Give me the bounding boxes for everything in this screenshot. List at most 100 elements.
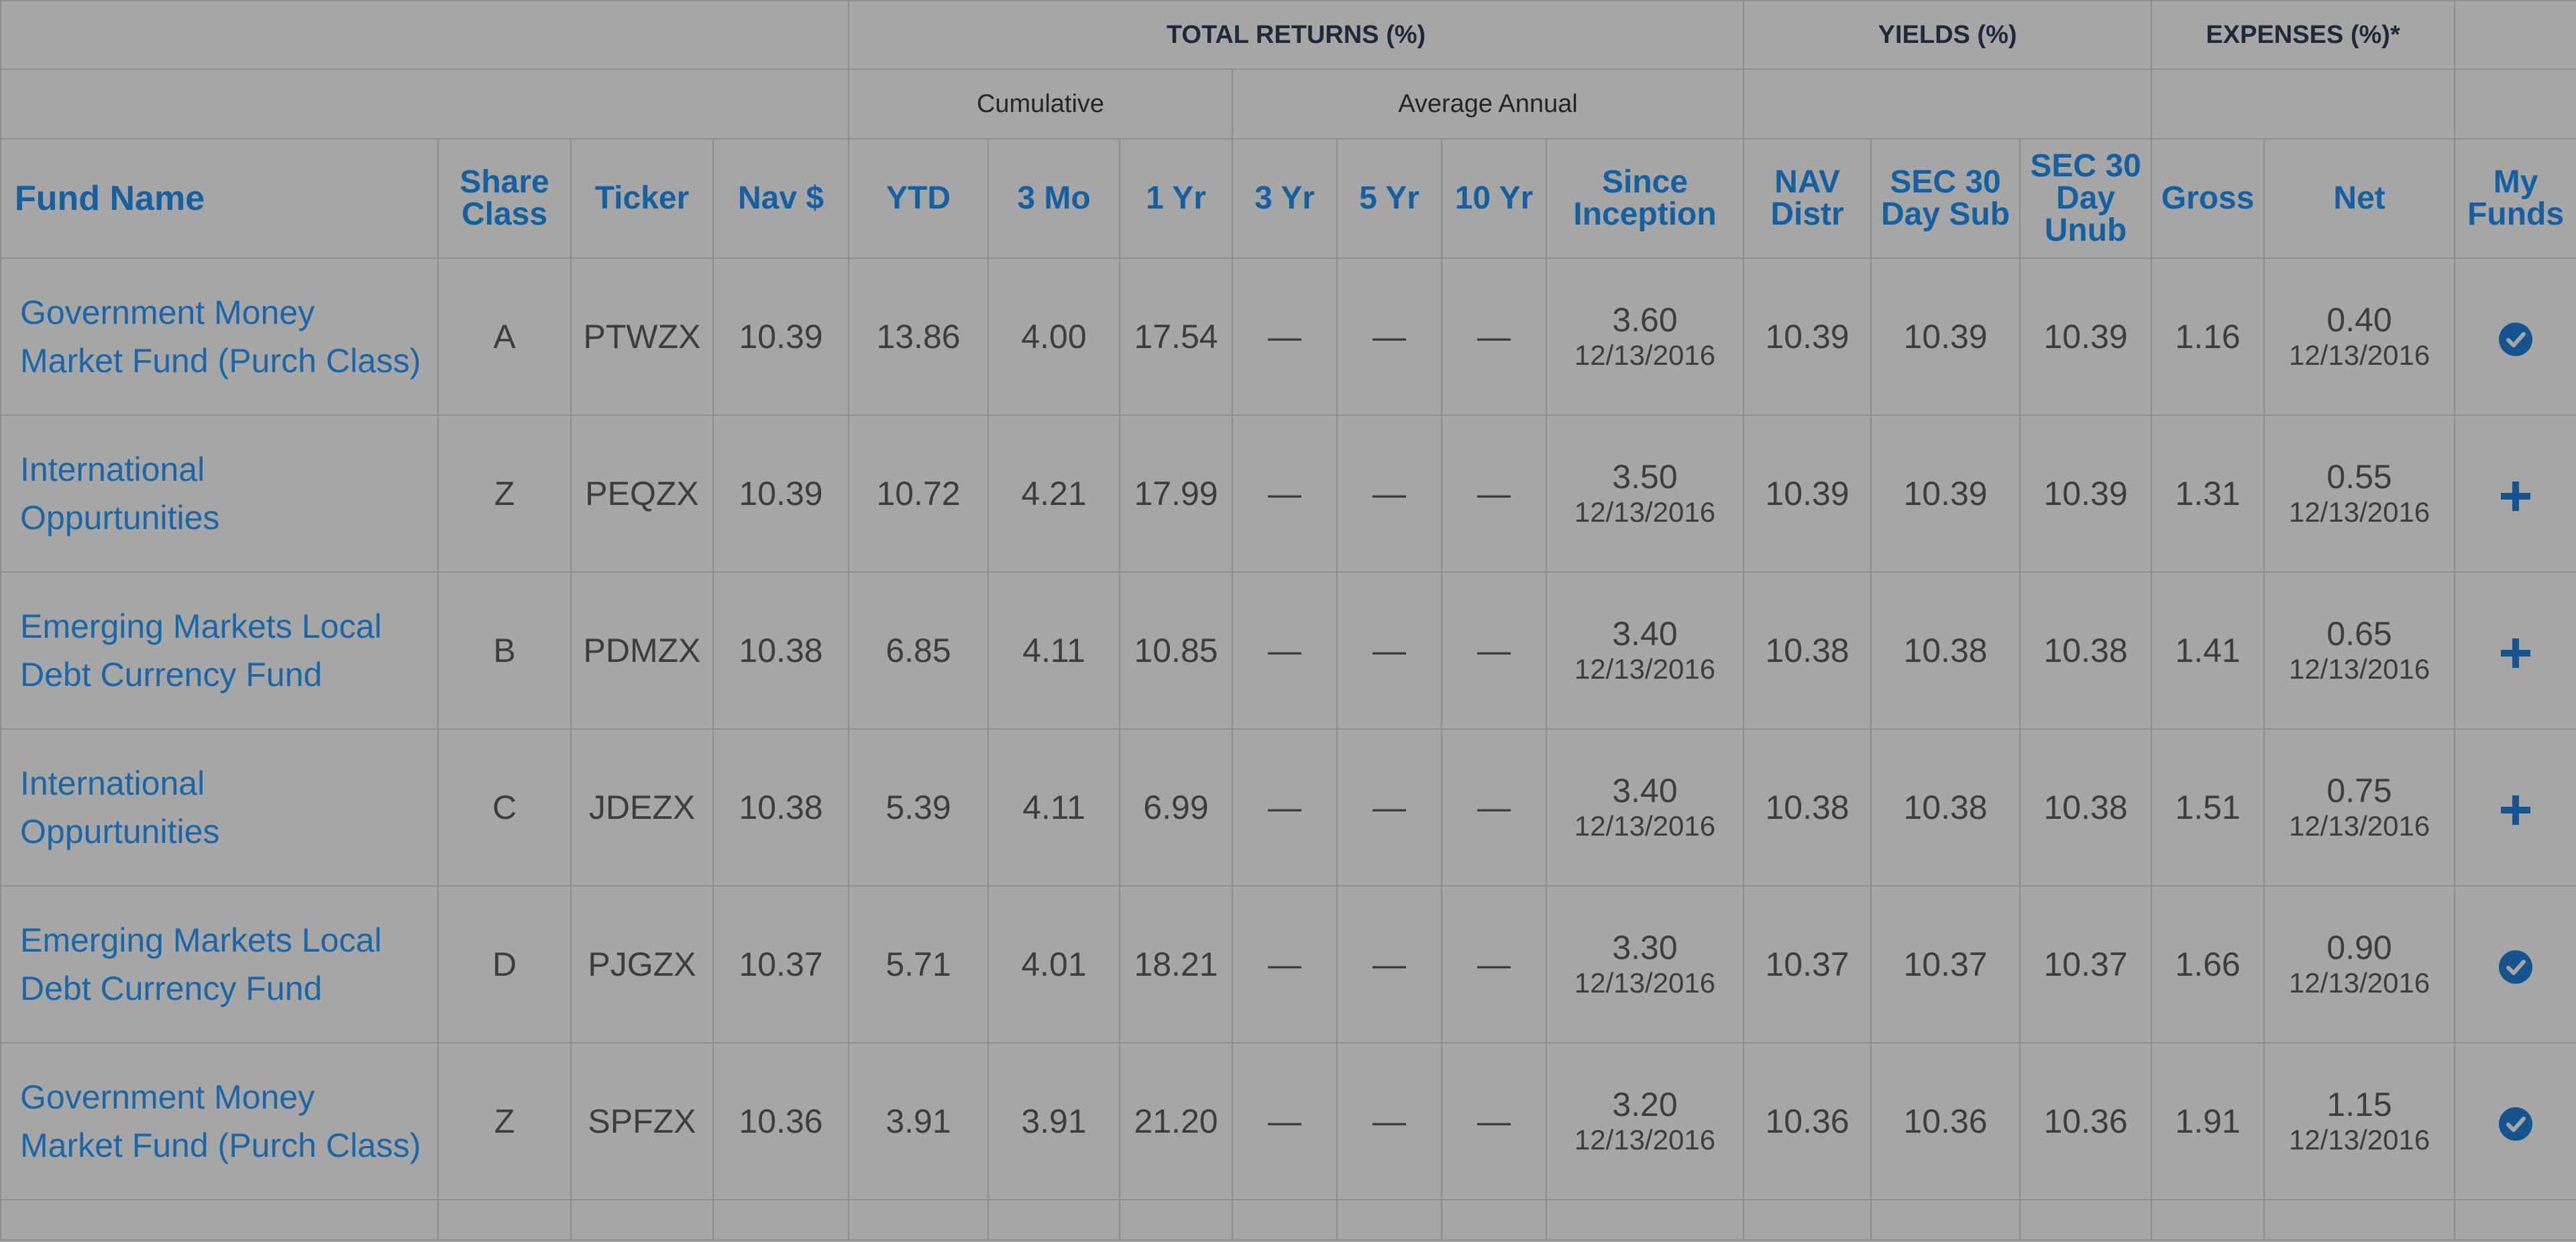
fund-table-body: Government Money Market Fund (Purch Class…	[0, 258, 2576, 1241]
sec-sub-cell: 10.38	[1870, 728, 2021, 887]
share-class-cell: B	[437, 571, 572, 730]
fund-name-link[interactable]: International Oppurtunities	[20, 451, 219, 537]
fund-name-line1: Government Money	[20, 1078, 315, 1116]
my-funds-cell	[2454, 885, 2576, 1043]
fund-name-cell: International Oppurtunities	[0, 728, 439, 887]
fund-name-line1: Government Money	[20, 294, 315, 331]
header-subgroup-expenses-blank	[2151, 68, 2456, 139]
col-header-nav-distr[interactable]: NAV Distr	[1743, 138, 1872, 259]
ten-yr-cell: —	[1441, 571, 1547, 730]
ticker-cell: PDMZX	[570, 571, 714, 730]
my-funds-cell	[2454, 1042, 2576, 1200]
share-class-cell: Z	[437, 1042, 572, 1200]
col-header-my-funds-line2: Funds	[2467, 196, 2565, 232]
fund-name-line2: Oppurtunities	[20, 499, 220, 537]
five-yr-cell: —	[1336, 885, 1442, 1043]
three-mo-cell: 4.21	[987, 414, 1120, 573]
my-funds-cell	[2454, 571, 2576, 730]
sec-sub-cell: 10.39	[1870, 258, 2021, 416]
plus-icon[interactable]	[2501, 638, 2531, 668]
col-header-nav-distr-line2: Distr	[1770, 196, 1844, 232]
header-subgroup-cumulative: Cumulative	[848, 68, 1233, 139]
ten-yr-cell: —	[1441, 258, 1547, 416]
fund-name-line2: Market Fund (Purch Class)	[20, 1127, 421, 1164]
header-subgroup-row: Cumulative Average Annual	[0, 68, 2576, 139]
inception-date: 12/13/2016	[1574, 653, 1716, 685]
three-yr-cell: —	[1232, 414, 1338, 573]
fund-name-line2: Debt Currency Fund	[20, 970, 323, 1007]
fund-name-line2: Market Fund (Purch Class)	[20, 342, 421, 380]
col-header-ytd[interactable]: YTD	[848, 138, 989, 259]
check-circle-icon[interactable]	[2499, 950, 2533, 984]
col-header-3mo[interactable]: 3 Mo	[987, 138, 1120, 259]
net-value: 1.15	[2326, 1086, 2392, 1123]
sec-unub-cell: 10.39	[2019, 258, 2153, 416]
five-yr-cell: —	[1336, 1042, 1442, 1200]
fund-name-link[interactable]: Emerging Markets Local Debt Currency Fund	[20, 921, 382, 1007]
since-inception-value: 3.40	[1612, 772, 1678, 809]
fund-name-line1: International	[20, 451, 205, 488]
plus-icon[interactable]	[2501, 481, 2531, 511]
gross-cell: 1.31	[2151, 414, 2265, 573]
col-header-sec-sub-line1: SEC 30	[1890, 164, 2001, 200]
my-funds-cell	[2454, 258, 2576, 416]
ytd-cell: 13.86	[848, 258, 989, 416]
col-header-fund-name[interactable]: Fund Name	[0, 138, 439, 259]
col-header-gross[interactable]: Gross	[2151, 138, 2265, 259]
one-yr-cell: 10.85	[1119, 571, 1233, 730]
fund-name-link[interactable]: Government Money Market Fund (Purch Class…	[20, 294, 421, 380]
col-header-share-class[interactable]: Share Class	[437, 138, 572, 259]
empty-cell	[848, 1199, 989, 1241]
col-header-3yr[interactable]: 3 Yr	[1232, 138, 1338, 259]
ten-yr-cell: —	[1441, 728, 1547, 887]
col-header-ticker[interactable]: Ticker	[570, 138, 714, 259]
gross-cell: 1.51	[2151, 728, 2265, 887]
col-header-nav[interactable]: Nav $	[712, 138, 849, 259]
ytd-cell: 3.91	[848, 1042, 989, 1200]
three-mo-cell: 4.11	[987, 571, 1120, 730]
sec-unub-cell: 10.39	[2019, 414, 2153, 573]
check-circle-icon[interactable]	[2499, 322, 2533, 356]
col-header-5yr[interactable]: 5 Yr	[1336, 138, 1442, 259]
col-header-sec-unub-line1: SEC 30	[2030, 148, 2141, 184]
one-yr-cell: 21.20	[1119, 1042, 1233, 1200]
since-inception-cell: 3.30 12/13/2016	[1545, 885, 1745, 1043]
check-circle-icon[interactable]	[2499, 1107, 2533, 1141]
col-header-sec-30-day-sub[interactable]: SEC 30 Day Sub	[1870, 138, 2021, 259]
plus-icon[interactable]	[2501, 795, 2531, 825]
header-group-expenses: EXPENSES (%)*	[2151, 0, 2456, 70]
three-yr-cell: —	[1232, 1042, 1338, 1200]
fund-name-link[interactable]: Emerging Markets Local Debt Currency Fund	[20, 608, 382, 693]
col-header-sec-unub-line2: Day	[2056, 180, 2116, 216]
col-header-1yr[interactable]: 1 Yr	[1119, 138, 1233, 259]
empty-cell	[2263, 1199, 2456, 1241]
three-yr-cell: —	[1232, 258, 1338, 416]
net-date: 12/13/2016	[2288, 653, 2430, 685]
col-header-since-inception[interactable]: Since Inception	[1545, 138, 1745, 259]
share-class-cell: Z	[437, 414, 572, 573]
col-header-net[interactable]: Net	[2263, 138, 2456, 259]
col-header-my-funds[interactable]: My Funds	[2454, 138, 2576, 259]
ticker-cell: PTWZX	[570, 258, 714, 416]
ytd-cell: 10.72	[848, 414, 989, 573]
header-group-total-returns: TOTAL RETURNS (%)	[847, 0, 1745, 70]
fund-name-line1: Emerging Markets Local	[20, 921, 382, 959]
fund-name-link[interactable]: Government Money Market Fund (Purch Class…	[20, 1078, 421, 1164]
col-header-sec-30-day-unub[interactable]: SEC 30 Day Unub	[2019, 138, 2153, 259]
nav-cell: 10.38	[712, 571, 849, 730]
empty-cell	[1119, 1199, 1233, 1241]
gross-cell: 1.41	[2151, 571, 2265, 730]
fund-name-line1: Emerging Markets Local	[20, 608, 382, 645]
net-cell: 0.40 12/13/2016	[2263, 258, 2456, 416]
empty-cell	[570, 1199, 714, 1241]
ticker-cell: JDEZX	[570, 728, 714, 887]
net-date: 12/13/2016	[2288, 967, 2430, 999]
since-inception-value: 3.50	[1612, 458, 1678, 496]
col-header-10yr[interactable]: 10 Yr	[1441, 138, 1547, 259]
three-mo-cell: 4.00	[987, 258, 1120, 416]
nav-distr-cell: 10.37	[1743, 885, 1872, 1043]
fund-name-link[interactable]: International Oppurtunities	[20, 765, 219, 850]
col-header-sec-unub-line3: Unub	[2044, 213, 2127, 248]
sec-unub-cell: 10.38	[2019, 571, 2153, 730]
inception-date: 12/13/2016	[1574, 967, 1716, 999]
